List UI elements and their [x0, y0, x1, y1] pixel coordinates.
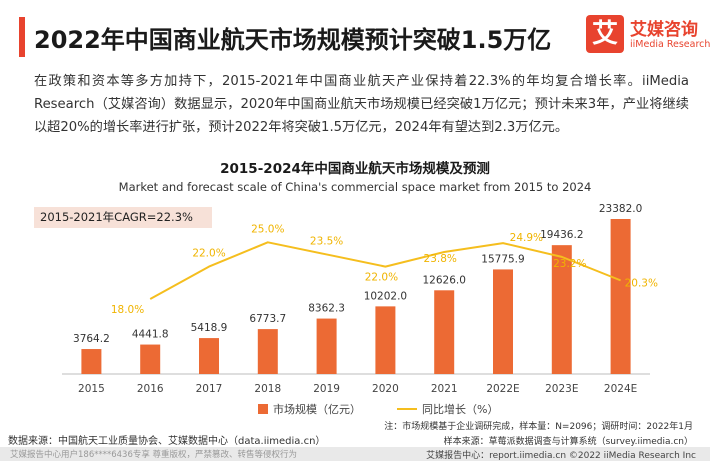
growth-label-2020: 22.0% — [365, 272, 398, 284]
bar-2019 — [316, 318, 337, 374]
bar-2022E — [493, 269, 513, 374]
logo-name-cn: 艾媒咨询 — [630, 20, 698, 40]
page-title: 2022年中国商业航天市场规模预计突破1.5万亿 — [34, 26, 552, 54]
legend-label-market: 市场规模（亿元） — [273, 403, 361, 416]
chart-subtitle: Market and forecast scale of China's com… — [118, 180, 592, 194]
legend-label-growth: 同比增长（%） — [422, 403, 499, 416]
survey-note: 注：市场规模基于企业调研完成，样本量：N=2096；调研时间：2022年1月 — [384, 422, 693, 432]
bar-2018 — [257, 329, 278, 374]
footer-copyright-notice: 艾媒报告中心用户186****6436专享 尊重版权，严禁篡改、转售等侵权行为 — [10, 450, 298, 460]
bar-label-2024E: 23382.0 — [599, 203, 642, 215]
legend-swatch-line — [397, 408, 417, 410]
bar-label-2022E: 15775.9 — [481, 253, 524, 265]
growth-label-2018: 25.0% — [251, 223, 284, 235]
growth-label-2024E: 20.3% — [625, 277, 658, 289]
bar-label-2018: 6773.7 — [249, 313, 286, 325]
chart-title: 2015-2024年中国商业航天市场规模及预测 — [220, 161, 490, 177]
growth-label-2022E: 24.9% — [510, 232, 543, 244]
bar-label-2016: 4441.8 — [132, 329, 169, 341]
x-tick-2021: 2021 — [431, 383, 458, 395]
x-tick-2019: 2019 — [313, 383, 340, 395]
bar-2017 — [199, 338, 219, 374]
growth-label-2019: 23.5% — [310, 235, 343, 247]
growth-line — [149, 241, 621, 300]
bar-label-2020: 10202.0 — [364, 290, 407, 302]
x-tick-2018: 2018 — [254, 383, 281, 395]
cagr-annotation: 2015-2021年CAGR=22.3% — [34, 207, 212, 228]
bar-2020 — [375, 306, 396, 374]
chart-legend: 市场规模（亿元） 同比增长（%） — [258, 401, 498, 417]
footer-bar: 艾媒报告中心用户186****6436专享 尊重版权，严禁篡改、转售等侵权行为 … — [0, 447, 710, 461]
bar-label-2019: 8362.3 — [308, 303, 345, 315]
data-source: 数据来源：中国航天工业质量协会、艾媒数据中心（data.iimedia.cn） — [8, 436, 326, 447]
iimedia-logo: 艾 艾媒咨询 iiMedia Research — [586, 15, 710, 55]
sample-source: 样本来源：草莓派数据调查与计算系统（survey.iimedia.cn） — [443, 437, 693, 447]
x-tick-2015: 2015 — [78, 383, 105, 395]
logo-glyph: 艾 — [586, 15, 624, 53]
growth-label-2023E: 23.2% — [553, 258, 586, 270]
bar-2024E — [610, 219, 631, 374]
growth-label-2017: 22.0% — [192, 248, 225, 260]
x-tick-2022E: 2022E — [486, 383, 519, 395]
bar-label-2015: 3764.2 — [73, 333, 110, 345]
bar-label-2017: 5418.9 — [191, 322, 228, 334]
legend-swatch-bar — [258, 404, 268, 414]
bar-2023E — [551, 245, 572, 374]
growth-label-2021: 23.8% — [424, 253, 457, 265]
footer-report-link: 艾媒报告中心：report.iimedia.cn ©2022 iiMedia R… — [426, 451, 696, 461]
x-tick-2020: 2020 — [372, 383, 399, 395]
x-tick-2024E: 2024E — [604, 383, 637, 395]
bar-label-2023E: 19436.2 — [540, 229, 583, 241]
x-tick-2023E: 2023E — [545, 383, 578, 395]
intro-paragraph: 在政策和资本等多方加持下，2015-2021年中国商业航天产业保持着22.3%的… — [34, 74, 689, 135]
bar-label-2021: 12626.0 — [422, 274, 465, 286]
growth-label-2016: 18.0% — [111, 304, 144, 316]
bar-2021 — [434, 290, 455, 374]
logo-name-en: iiMedia Research — [630, 39, 710, 50]
x-tick-2017: 2017 — [196, 383, 223, 395]
title-accent-bar — [19, 17, 25, 57]
bar-2016 — [140, 344, 161, 374]
bar-2015 — [81, 349, 102, 374]
x-tick-2016: 2016 — [137, 383, 164, 395]
